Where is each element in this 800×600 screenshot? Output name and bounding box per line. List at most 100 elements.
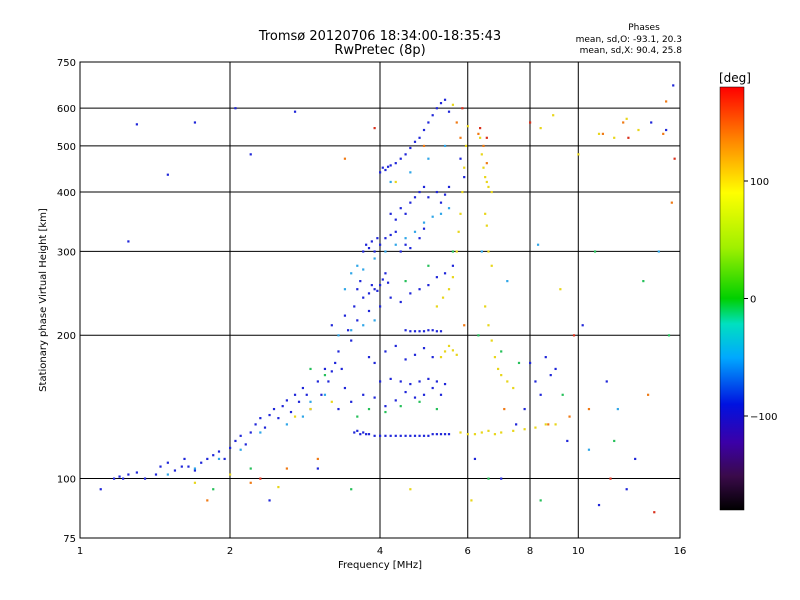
grid-lines: [79, 61, 681, 539]
colorbar: [719, 86, 745, 511]
y-tick-label: 200: [57, 331, 76, 342]
data-point: [435, 190, 438, 194]
data-point: [234, 107, 237, 110]
data-point: [447, 433, 451, 436]
data-point: [297, 400, 301, 403]
data-point: [605, 380, 608, 383]
data-point: [112, 477, 116, 480]
data-point: [581, 324, 584, 327]
data-point: [435, 107, 438, 110]
data-point: [285, 399, 288, 402]
data-point: [536, 243, 540, 246]
data-point: [413, 140, 417, 143]
data-point: [166, 173, 169, 176]
data-point: [327, 380, 330, 383]
data-point: [285, 423, 288, 426]
data-point: [642, 280, 645, 283]
data-point: [451, 264, 455, 267]
data-point: [384, 405, 387, 408]
data-point: [473, 457, 477, 461]
data-point: [193, 469, 197, 472]
data-point: [413, 230, 417, 233]
data-point: [337, 350, 340, 353]
data-point: [427, 329, 430, 332]
data-point: [223, 457, 226, 461]
data-point: [487, 477, 490, 480]
data-point: [490, 190, 493, 194]
data-point: [379, 380, 382, 383]
data-point: [544, 423, 547, 426]
data-point: [340, 367, 343, 371]
data-point: [350, 488, 353, 491]
data-point: [470, 499, 473, 502]
data-point: [662, 132, 665, 135]
data-point: [613, 136, 616, 139]
data-point: [409, 330, 412, 333]
y-tick-label: 300: [57, 247, 76, 258]
data-point: [447, 207, 451, 210]
data-point: [459, 136, 462, 139]
data-point: [409, 247, 412, 250]
data-point: [422, 128, 426, 132]
data-point: [249, 153, 252, 156]
data-point: [485, 136, 488, 139]
data-point: [289, 410, 293, 414]
data-point: [544, 356, 547, 359]
data-point: [539, 393, 542, 396]
data-point: [496, 367, 500, 371]
data-point: [166, 461, 169, 464]
data-point: [597, 132, 601, 135]
data-point: [515, 423, 518, 426]
data-point: [443, 382, 447, 386]
data-point: [409, 488, 412, 491]
colorbar-tick-label: −100: [750, 412, 777, 423]
data-point: [484, 175, 487, 179]
x-axis-label: Frequency [MHz]: [338, 560, 422, 571]
data-point: [413, 396, 417, 399]
data-point: [350, 339, 353, 342]
x-tick-label: 2: [227, 546, 233, 557]
data-point: [239, 448, 242, 451]
data-point: [439, 356, 443, 359]
data-point: [212, 488, 215, 491]
data-point: [330, 400, 333, 403]
data-point: [493, 433, 497, 436]
data-point: [389, 434, 392, 437]
data-point: [193, 121, 197, 124]
data-point: [667, 334, 671, 337]
data-point: [459, 157, 462, 160]
data-point: [439, 433, 443, 436]
data-point: [422, 185, 426, 189]
data-point: [503, 407, 506, 411]
data-point: [389, 233, 392, 237]
data-point: [384, 434, 387, 437]
data-point: [404, 212, 407, 215]
data-point: [334, 361, 337, 365]
data-point: [409, 146, 412, 150]
data-point: [301, 386, 305, 390]
data-point: [435, 305, 438, 308]
data-point: [443, 144, 447, 148]
data-point: [473, 433, 477, 436]
data-point: [587, 407, 591, 411]
data-point: [365, 433, 368, 436]
data-point: [484, 212, 487, 215]
data-point: [512, 386, 515, 390]
data-point: [418, 237, 421, 240]
data-point: [439, 212, 443, 215]
data-point: [673, 157, 676, 160]
data-point: [622, 121, 625, 124]
data-point: [625, 117, 628, 120]
data-point: [463, 166, 466, 169]
data-point: [399, 380, 402, 383]
data-point: [394, 230, 397, 233]
data-point: [373, 361, 376, 365]
colorbar-tick-label: 100: [750, 177, 769, 188]
data-point: [572, 334, 576, 337]
data-point: [561, 393, 564, 396]
data-point: [353, 305, 356, 308]
data-point: [500, 431, 503, 434]
data-point: [367, 356, 371, 359]
data-point: [547, 423, 550, 426]
phase-stats-x: mean, sd,X: 90.4, 25.8: [580, 46, 683, 56]
